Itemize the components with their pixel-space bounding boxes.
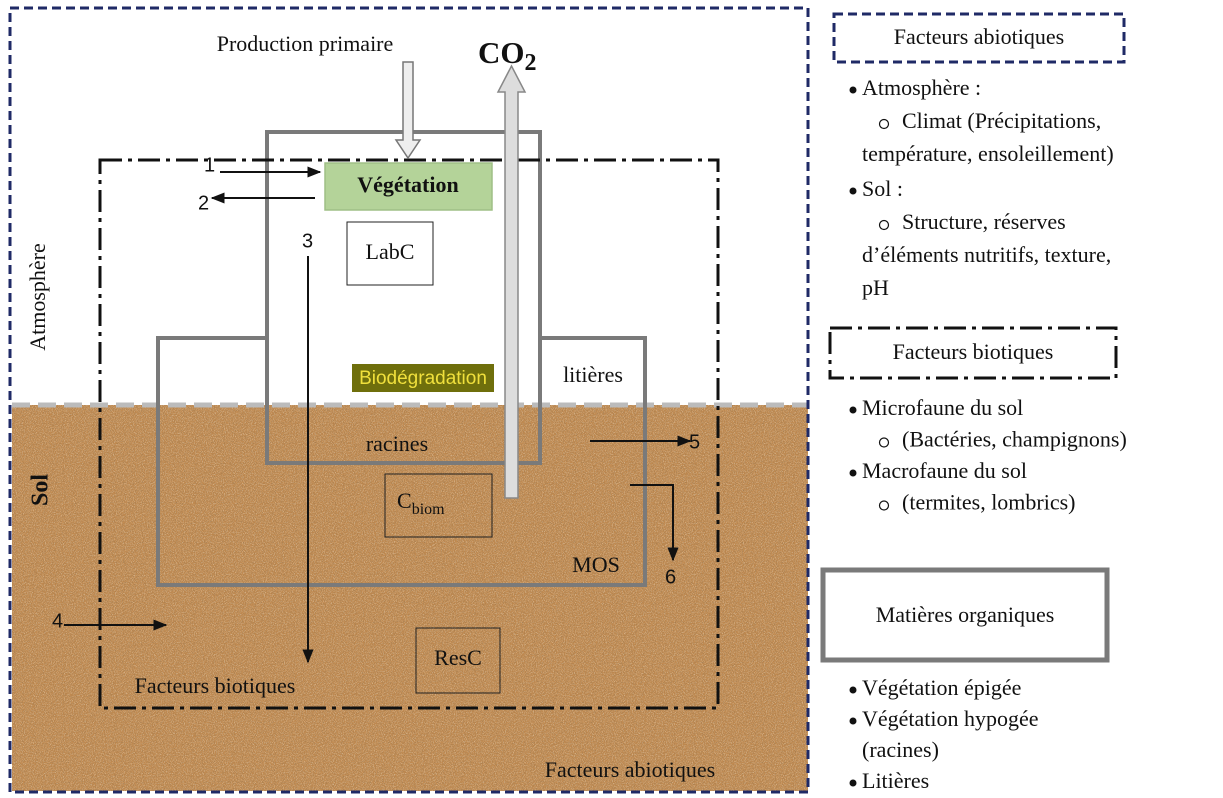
cbiom-text: C	[397, 488, 412, 513]
co2-arrow	[496, 64, 527, 499]
sub-bullet	[878, 118, 890, 130]
sub-bullet	[878, 219, 890, 231]
co2-label: CO2	[478, 35, 537, 75]
legend-item: Atmosphère :	[862, 75, 981, 100]
cbiom-subscript: biom	[412, 501, 445, 518]
legend-item: Litières	[862, 768, 929, 793]
sub-bullet	[878, 500, 890, 511]
legend-subitem: d’éléments nutritifs, texture,	[862, 242, 1111, 267]
vegetation-node	[324, 162, 493, 211]
biodegradation-node	[352, 364, 494, 392]
flow-arrow	[630, 484, 679, 562]
biotic-label: Facteurs biotiques	[135, 673, 296, 698]
cbiom-label: Cbiom	[397, 488, 445, 518]
legend-title: Facteurs biotiques	[893, 339, 1054, 364]
bullet	[849, 469, 857, 477]
cbiom-node	[384, 473, 493, 538]
legend-box	[820, 567, 1110, 663]
labc-node	[346, 221, 434, 286]
legend-subitem: Structure, réserves	[902, 209, 1066, 234]
sol-label: Sol	[28, 474, 54, 506]
racines-label: racines	[366, 431, 428, 456]
flow-number: 5	[689, 431, 700, 453]
flow-number: 2	[198, 192, 209, 214]
flow-number: 3	[302, 230, 313, 252]
bullet	[849, 86, 857, 94]
mos-box	[156, 336, 647, 587]
resc-node	[415, 627, 501, 694]
biodegradation-label: Biodégradation	[359, 368, 487, 389]
legend-subitem: (racines)	[862, 737, 939, 762]
legend-title: Matières organiques	[876, 602, 1055, 627]
co2-subscript: 2	[525, 50, 537, 76]
bullet	[849, 187, 857, 195]
bullet	[849, 717, 857, 725]
biotic-frame	[98, 158, 720, 710]
mos-label: MOS	[572, 552, 620, 577]
sub-bullet	[878, 437, 890, 448]
atmosphere-label: Atmosphère	[25, 243, 50, 351]
legend-title: Facteurs abiotiques	[894, 24, 1064, 49]
production-label: Production primaire	[217, 31, 394, 56]
flow-number: 6	[665, 566, 676, 588]
bullet	[849, 779, 857, 787]
legend-subitem: pH	[862, 275, 889, 300]
legend-item: Végétation hypogée	[862, 706, 1039, 731]
legend-subitem: (termites, lombrics)	[902, 490, 1076, 515]
production-arrow	[394, 61, 422, 160]
resc-label: ResC	[434, 645, 482, 670]
labc-label: LabC	[366, 239, 415, 264]
legend-subitem: Climat (Précipitations,	[902, 108, 1101, 133]
legend-item: Macrofaune du sol	[862, 458, 1027, 483]
bullet	[849, 406, 857, 414]
legend-item: Microfaune du sol	[862, 395, 1023, 420]
legend-item: Végétation épigée	[862, 675, 1021, 700]
legend-box	[828, 326, 1118, 380]
legend: Facteurs abiotiques Atmosphère : Climat (P…	[849, 24, 1127, 793]
bullet	[849, 686, 857, 694]
flow-number: 4	[52, 610, 63, 632]
abiotic-frame	[8, 6, 810, 794]
legend-item: Sol :	[862, 176, 903, 201]
co2-text: CO	[478, 35, 525, 70]
soil-texture	[12, 405, 808, 791]
vegetation-label: Végétation	[357, 172, 458, 197]
flow-number: 1	[204, 154, 215, 176]
legend-box	[832, 12, 1126, 64]
abiotic-label: Facteurs abiotiques	[545, 757, 715, 782]
legend-subitem: température, ensoleillement)	[862, 141, 1114, 166]
litieres-label: litières	[563, 362, 623, 387]
legend-subitem: (Bactéries, champignons)	[902, 427, 1127, 452]
